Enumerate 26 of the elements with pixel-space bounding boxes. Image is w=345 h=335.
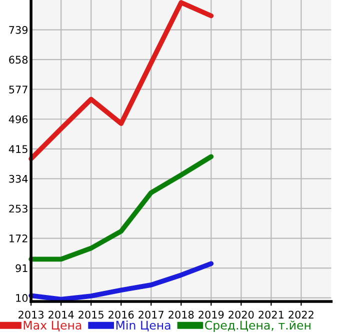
y-tick-label: 415 <box>8 145 28 154</box>
y-tick-label: 253 <box>9 204 28 213</box>
line-series <box>28 261 214 302</box>
y-tick-label: 334 <box>9 174 28 183</box>
y-tick-label: 91 <box>16 264 28 272</box>
y-tick-label: 496 <box>8 115 28 124</box>
x-tick-label: 2017 <box>138 310 164 319</box>
x-tick-label: 2020 <box>228 310 254 319</box>
x-tick-label: 2022 <box>288 310 314 319</box>
y-tick-label: 739 <box>9 26 28 34</box>
x-tick-label: 2016 <box>108 310 134 319</box>
x-tick-label: 2018 <box>168 310 194 319</box>
x-tick-label: 2014 <box>48 310 74 319</box>
legend-label: Сред.Цена, т.йен <box>205 320 310 332</box>
y-tick-label: 172 <box>10 234 28 242</box>
x-tick-label: 2013 <box>18 310 44 319</box>
x-tick-label: 2019 <box>198 310 224 319</box>
y-tick-label: 577 <box>9 86 28 94</box>
line-series <box>28 0 214 162</box>
legend-label: Max Цена <box>24 320 82 332</box>
y-tick-label: 10 <box>16 294 28 302</box>
line-series <box>28 154 214 262</box>
x-tick-label: 2015 <box>78 310 104 319</box>
x-tick-label: 2021 <box>258 310 284 319</box>
y-tick-label: 658 <box>9 56 28 64</box>
legend-label: Min Цена <box>116 320 170 332</box>
